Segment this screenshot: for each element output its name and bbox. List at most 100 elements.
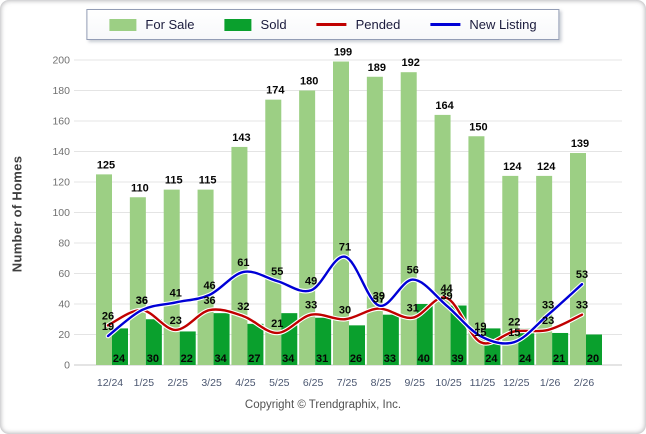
- x-tick-label: 9/25: [404, 377, 425, 389]
- value-label-pended: 36: [203, 295, 215, 307]
- value-label-sold: 34: [214, 353, 227, 365]
- bar-for-sale: [129, 197, 146, 365]
- x-tick-label: 5/25: [269, 377, 290, 389]
- x-tick-label: 12/25: [503, 377, 529, 389]
- bar-sold: [179, 331, 196, 365]
- x-tick-label: 4/25: [235, 377, 256, 389]
- value-label-pended: 15: [474, 327, 486, 339]
- legend-swatch-new-listing: [430, 23, 461, 26]
- value-label-new-listing: 49: [305, 275, 317, 287]
- value-label-sold: 33: [384, 353, 396, 365]
- legend-swatch-for-sale: [109, 18, 137, 31]
- legend-item-sold: Sold: [224, 17, 287, 32]
- value-label-new-listing: 19: [102, 321, 114, 333]
- value-label-sold: 20: [587, 353, 599, 365]
- bar-sold: [213, 313, 230, 365]
- value-label-pended: 30: [339, 304, 351, 316]
- bar-for-sale: [332, 61, 349, 366]
- value-label-for-sale: 192: [402, 57, 420, 69]
- value-label-pended: 26: [102, 310, 114, 322]
- x-tick-label: 11/25: [470, 377, 496, 389]
- legend-label: Pended: [355, 17, 401, 32]
- value-label-new-listing: 56: [407, 265, 419, 277]
- value-label-for-sale: 124: [537, 161, 556, 173]
- bar-sold: [315, 317, 332, 365]
- value-label-pended: 31: [407, 303, 419, 315]
- value-label-for-sale: 115: [165, 175, 183, 187]
- value-label-for-sale: 115: [199, 175, 217, 187]
- x-tick-label: 7/25: [337, 377, 358, 389]
- x-tick-label: 12/24: [97, 377, 123, 389]
- value-label-sold: 40: [418, 353, 430, 365]
- value-label-sold: 24: [519, 353, 532, 365]
- legend-swatch-sold: [224, 18, 252, 31]
- y-tick-label: 40: [58, 299, 70, 311]
- value-label-for-sale: 150: [469, 121, 487, 133]
- value-label-sold: 34: [282, 353, 295, 365]
- value-label-new-listing: 19: [474, 321, 486, 333]
- bar-sold: [552, 332, 569, 365]
- legend-swatch-pended: [316, 23, 347, 26]
- bar-for-sale: [96, 174, 112, 365]
- value-label-for-sale: 164: [435, 100, 454, 112]
- value-label-new-listing: 46: [203, 280, 215, 292]
- bar-for-sale: [231, 146, 248, 365]
- legend-label: New Listing: [469, 17, 537, 32]
- bar-for-sale: [299, 90, 316, 365]
- value-label-sold: 24: [113, 353, 126, 365]
- pended-line: [106, 296, 584, 345]
- value-label-for-sale: 110: [131, 182, 149, 194]
- value-label-for-sale: 143: [232, 132, 250, 144]
- value-label-pended: 21: [271, 318, 283, 330]
- x-tick-label: 2/25: [167, 377, 188, 389]
- bar-for-sale: [197, 189, 214, 365]
- y-tick-label: 200: [52, 55, 70, 67]
- bar-sold: [585, 334, 602, 365]
- value-label-pended: 37: [373, 294, 385, 306]
- value-label-pended: 33: [305, 300, 317, 312]
- value-label-new-listing: 55: [271, 266, 283, 278]
- y-tick-label: 60: [58, 268, 70, 280]
- value-label-pended: 36: [136, 295, 148, 307]
- value-label-pended: 22: [508, 316, 520, 328]
- value-label-sold: 24: [485, 353, 498, 365]
- value-label-for-sale: 139: [571, 138, 589, 150]
- x-tick-label: 6/25: [303, 377, 324, 389]
- value-label-sold: 31: [316, 353, 328, 365]
- legend-item-new-listing: New Listing: [430, 17, 537, 32]
- bar-for-sale: [400, 72, 417, 365]
- bar-for-sale: [502, 175, 519, 365]
- value-label-sold: 30: [147, 353, 159, 365]
- x-tick-label: 1/26: [540, 377, 561, 389]
- bar-for-sale: [434, 114, 451, 366]
- bar-for-sale: [366, 76, 383, 366]
- value-label-new-listing: 36: [136, 295, 148, 307]
- y-tick-label: 120: [52, 177, 70, 189]
- value-label-new-listing: 39: [373, 291, 385, 303]
- copyright-text: Copyright © Trendgraphix, Inc.: [244, 399, 402, 411]
- y-tick-label: 100: [52, 207, 70, 219]
- y-tick-label: 160: [52, 116, 70, 128]
- value-label-sold: 39: [451, 353, 463, 365]
- value-label-pended: 23: [170, 315, 182, 327]
- value-label-for-sale: 199: [334, 47, 352, 59]
- value-label-pended: 33: [576, 300, 588, 312]
- value-label-pended: 32: [237, 301, 249, 313]
- x-tick-label: 10/25: [435, 377, 461, 389]
- y-tick-label: 140: [52, 146, 70, 158]
- legend-label: Sold: [260, 17, 287, 32]
- value-label-for-sale: 124: [503, 161, 522, 173]
- value-label-pended: 44: [440, 283, 453, 295]
- bar-sold: [247, 323, 264, 365]
- bar-sold: [348, 325, 365, 365]
- legend-item-for-sale: For Sale: [109, 17, 195, 32]
- legend-item-pended: Pended: [316, 17, 401, 32]
- bar-sold: [416, 304, 433, 365]
- value-label-for-sale: 125: [97, 159, 115, 171]
- legend-label: For Sale: [145, 17, 195, 32]
- value-label-new-listing: 39: [440, 291, 452, 303]
- value-label-for-sale: 189: [368, 62, 386, 74]
- value-label-new-listing: 41: [170, 287, 182, 299]
- value-label-sold: 21: [553, 353, 565, 365]
